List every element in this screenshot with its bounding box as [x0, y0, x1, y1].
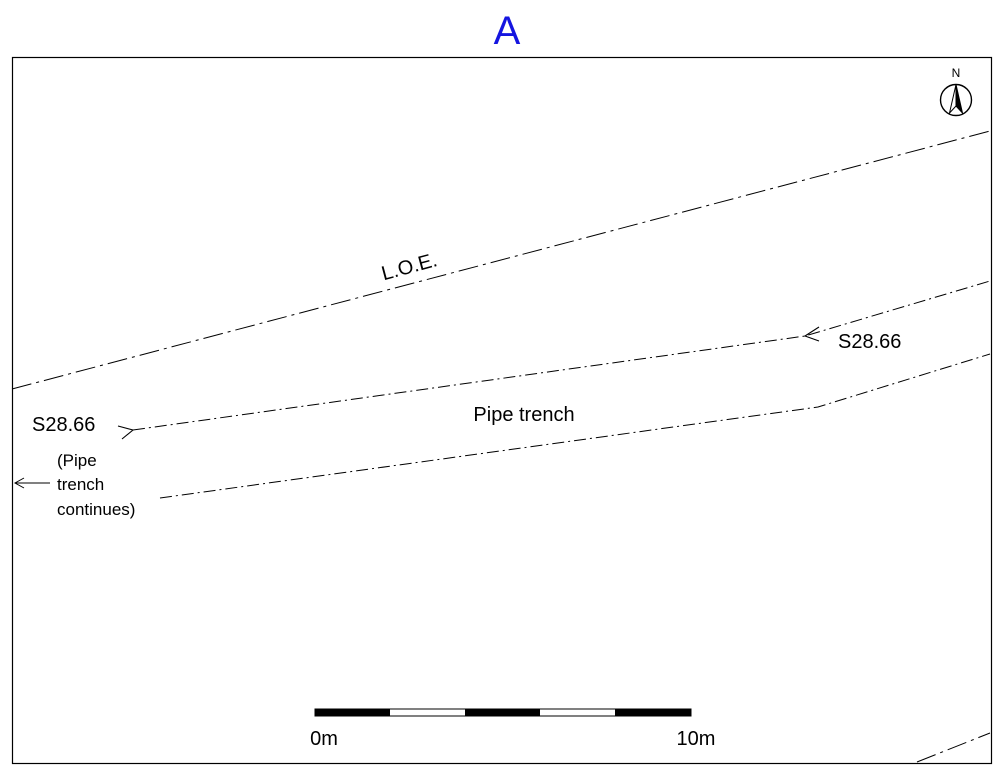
north-arrow-icon: N: [939, 66, 973, 117]
section-label-right: S28.66: [838, 331, 901, 353]
scale-end-label: 10m: [677, 728, 716, 750]
section-marker-left: S28.66: [32, 414, 135, 440]
plan-title: A: [494, 9, 521, 53]
note-line: trench: [57, 475, 104, 494]
section-marker-right: S28.66: [803, 326, 901, 353]
continuation-note: (Pipe trench continues): [57, 451, 135, 519]
edge-line-bottom-right: [916, 732, 991, 763]
loe-line: [11, 130, 991, 390]
scale-bar: 0m 10m: [310, 708, 716, 750]
north-label: N: [952, 66, 961, 80]
trench-upper-edge: [132, 280, 991, 431]
pipe-trench-label: Pipe trench: [473, 404, 574, 426]
section-label-left: S28.66: [32, 414, 95, 436]
note-line: (Pipe: [57, 451, 97, 470]
trench-lower-edge: [159, 353, 991, 499]
loe-label: L.O.E.: [379, 249, 439, 285]
scale-start-label: 0m: [310, 728, 338, 750]
note-line: continues): [57, 500, 135, 519]
continuation-arrow-icon: [13, 477, 50, 489]
plan-frame: [11, 56, 993, 765]
